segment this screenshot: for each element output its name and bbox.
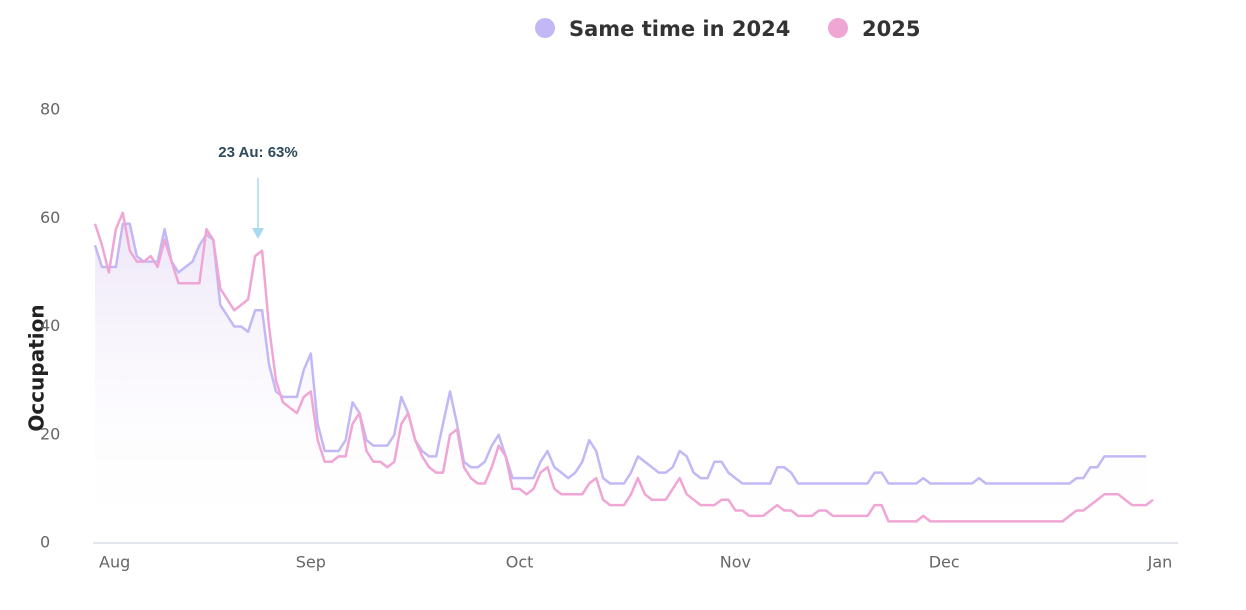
series-line xyxy=(93,222,1147,485)
x-tick-label: Nov xyxy=(720,553,751,572)
y-axis-label: Occupation xyxy=(25,304,49,431)
y-tick-label: 60 xyxy=(40,208,60,227)
x-tick-label: Oct xyxy=(506,553,534,572)
x-tick-label: Aug xyxy=(99,553,130,572)
x-tick-label: Dec xyxy=(929,553,960,572)
legend-swatch xyxy=(828,18,848,38)
legend-swatch xyxy=(535,18,555,38)
series-area xyxy=(95,223,1147,543)
plot-area xyxy=(93,211,1154,543)
legend-label: Same time in 2024 xyxy=(569,17,790,41)
y-tick-label: 0 xyxy=(40,533,50,552)
y-tick-label: 80 xyxy=(40,100,60,119)
y-tick-label: 20 xyxy=(40,424,60,443)
series-line xyxy=(93,211,1154,523)
legend: Same time in 2024 2025 xyxy=(535,17,920,41)
legend-label: 2025 xyxy=(862,17,920,41)
y-tick-label: 40 xyxy=(40,316,60,335)
x-tick-label: Sep xyxy=(296,553,326,572)
annotation-arrowhead xyxy=(252,228,264,239)
x-tick-label: Jan xyxy=(1147,553,1173,572)
annotation: 23 Au: 63% xyxy=(218,144,297,161)
